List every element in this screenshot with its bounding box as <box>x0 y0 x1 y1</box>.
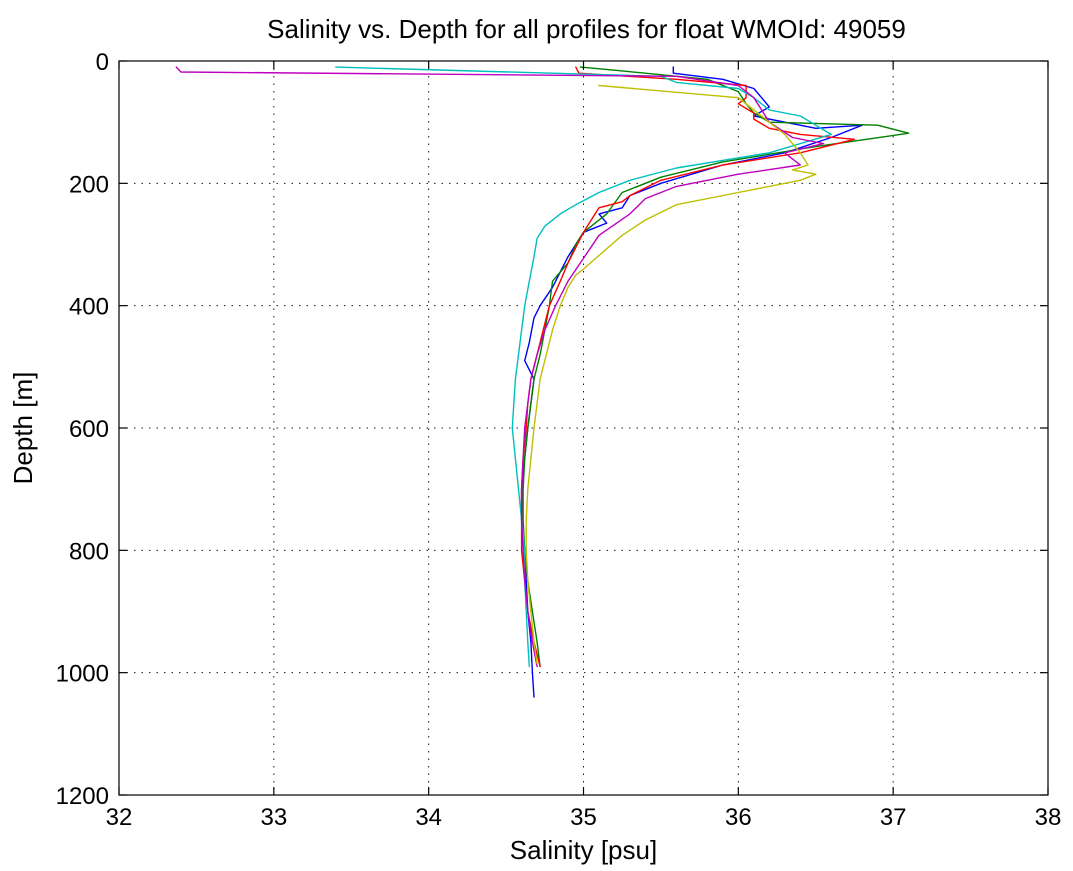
x-tick-label: 37 <box>880 804 907 831</box>
x-tick-label: 33 <box>260 804 287 831</box>
profile-line-4 <box>335 66 832 668</box>
chart-title: Salinity vs. Depth for all profiles for … <box>267 14 906 44</box>
x-tick-label: 38 <box>1035 804 1062 831</box>
series-layer <box>175 66 910 698</box>
y-axis-label: Depth [m] <box>8 372 38 485</box>
x-tick-label: 36 <box>725 804 752 831</box>
y-tick-label: 0 <box>96 49 109 76</box>
ticks: 32 33 34 35 36 37 38 0 200 400 600 800 1000 1200 <box>56 49 1062 831</box>
x-tick-label: 34 <box>415 804 442 831</box>
y-tick-label: 200 <box>69 171 109 198</box>
profile-line-6 <box>525 84 817 665</box>
y-tick-label: 400 <box>69 294 109 321</box>
x-axis-label: Salinity [psu] <box>510 835 657 865</box>
y-tick-label: 800 <box>69 538 109 565</box>
profile-line-1 <box>520 66 863 698</box>
profile-line-3 <box>520 66 856 668</box>
y-tick-label: 1000 <box>56 661 109 688</box>
y-tick-label: 1200 <box>56 783 109 810</box>
grid <box>119 61 1048 795</box>
y-tick-label: 600 <box>69 416 109 443</box>
profile-line-2 <box>522 66 910 668</box>
profile-line-5 <box>175 66 825 668</box>
x-tick-label: 32 <box>106 804 133 831</box>
x-tick-label: 35 <box>570 804 597 831</box>
